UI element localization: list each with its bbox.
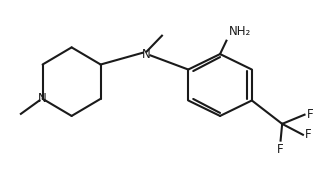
Text: F: F	[277, 143, 284, 156]
Text: F: F	[307, 108, 313, 121]
Text: N: N	[38, 92, 47, 105]
Text: NH₂: NH₂	[229, 25, 251, 38]
Text: F: F	[305, 128, 312, 141]
Text: N: N	[142, 48, 151, 61]
